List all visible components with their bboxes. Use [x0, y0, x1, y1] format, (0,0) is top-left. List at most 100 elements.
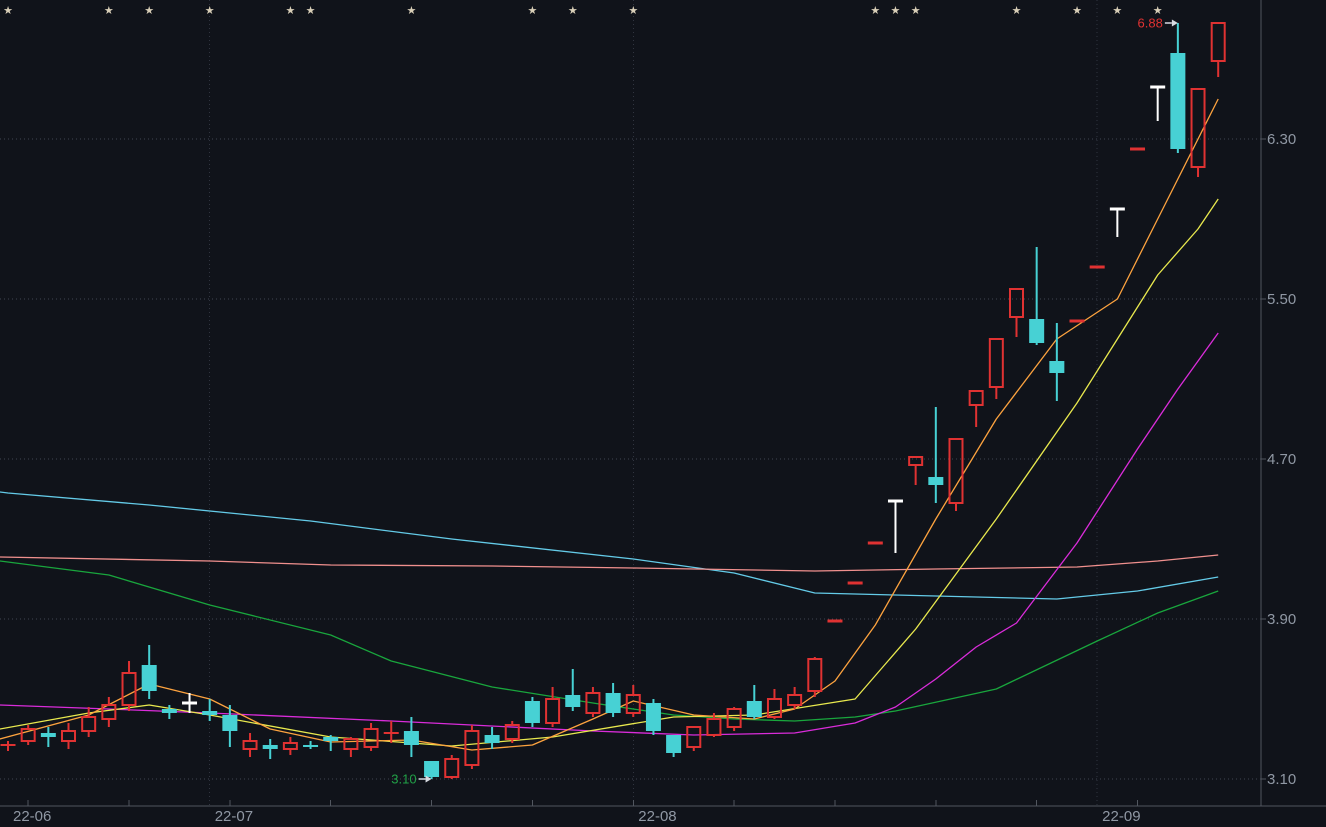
star-icon: ★ [911, 5, 921, 17]
star-icon: ★ [891, 5, 901, 17]
white-candle-body [1150, 85, 1166, 89]
star-icon: ★ [527, 5, 537, 17]
down-candle-body [141, 665, 157, 691]
y-axis-label: 6.30 [1267, 131, 1296, 148]
star-icon: ★ [205, 5, 215, 17]
up-candle-body [343, 738, 359, 750]
limit-board-candle [1089, 265, 1105, 269]
star-icon: ★ [144, 5, 154, 17]
star-icon: ★ [1112, 5, 1122, 17]
star-icon: ★ [568, 5, 578, 17]
up-candle-body [585, 692, 601, 714]
x-axis-month-label: 22-08 [638, 808, 676, 825]
up-candle-body [1009, 288, 1024, 318]
star-icon: ★ [306, 5, 316, 17]
down-candle-body [403, 731, 419, 745]
down-candle-body [1029, 319, 1045, 343]
up-candle-body [766, 698, 782, 718]
limit-board-candle [867, 541, 883, 545]
ma-line-green [0, 560, 1219, 722]
white-candle-body [887, 499, 903, 503]
arrow-right-icon [1171, 19, 1178, 27]
star-icon: ★ [1072, 5, 1082, 17]
down-candle-body [202, 711, 218, 715]
down-candle-body [161, 709, 177, 713]
up-candle-body [948, 438, 964, 504]
up-candle-body [282, 742, 298, 750]
down-candle-body [40, 733, 56, 737]
limit-board-candle [1130, 147, 1146, 151]
down-candle-body [666, 735, 682, 753]
down-candle-body [484, 735, 500, 743]
up-candle-body [504, 724, 520, 740]
y-axis-label: 5.50 [1267, 291, 1296, 308]
arrow-right-icon [425, 775, 432, 783]
limit-board-candle [827, 619, 843, 623]
price-annotation-label: 6.88 [1138, 16, 1163, 31]
star-icon: ★ [285, 5, 295, 17]
down-candle-body [605, 693, 621, 713]
up-candle-body [0, 744, 16, 746]
up-candle-body [20, 728, 36, 742]
up-candle-body [242, 740, 258, 750]
up-candle-body [61, 730, 77, 742]
star-icon: ★ [1153, 5, 1163, 17]
x-axis-month-label: 22-07 [215, 808, 253, 825]
star-icon: ★ [870, 5, 880, 17]
y-axis-label: 3.90 [1267, 611, 1296, 628]
down-candle-body [323, 737, 339, 741]
up-candle-body [706, 718, 722, 736]
white-candle-body [1109, 207, 1125, 211]
ma-line-orange [0, 98, 1219, 751]
up-candle-body [81, 716, 97, 732]
ma-line-salmon [0, 554, 1219, 572]
up-candle-body [1190, 88, 1206, 168]
up-candle-body [545, 698, 561, 724]
limit-board-candle [847, 581, 863, 585]
limit-board-candle [1069, 319, 1085, 323]
up-candle-body [464, 730, 480, 766]
star-icon: ★ [628, 5, 638, 17]
up-candle-body [383, 732, 399, 734]
x-axis-month-label: 22-06 [13, 808, 51, 825]
down-candle-body [928, 477, 944, 485]
y-axis-label: 4.70 [1267, 451, 1296, 468]
up-candle-body [121, 672, 137, 706]
down-candle-body [303, 745, 319, 747]
star-icon: ★ [406, 5, 416, 17]
white-candle-body [182, 701, 198, 705]
price-annotation-label: 3.10 [391, 772, 416, 787]
up-candle-body [787, 694, 803, 706]
up-candle-body [363, 728, 379, 748]
up-candle-body [988, 338, 1004, 388]
up-candle-body [968, 390, 984, 406]
down-candle-body [424, 761, 440, 777]
down-candle-body [222, 715, 238, 731]
down-candle-body [645, 703, 661, 731]
up-candle-body [908, 456, 924, 466]
ma-line-magenta [0, 332, 1219, 736]
up-candle-body [726, 708, 742, 728]
x-axis-month-label: 22-09 [1102, 808, 1140, 825]
up-candle-body [101, 704, 117, 720]
down-candle-body [565, 695, 581, 707]
star-icon: ★ [1012, 5, 1022, 17]
ma-line-lightcyan [0, 491, 1219, 600]
y-axis-label: 3.10 [1267, 771, 1296, 788]
down-candle-body [746, 701, 762, 717]
down-candle-body [524, 701, 540, 723]
up-candle-body [1210, 22, 1226, 62]
down-candle-body [262, 745, 278, 749]
up-candle-body [625, 694, 641, 714]
up-candle-body [444, 758, 460, 778]
up-candle-body [807, 658, 823, 692]
down-candle-body [1170, 53, 1186, 149]
star-icon: ★ [3, 5, 13, 17]
up-candle-body [686, 726, 702, 748]
down-candle-body [1049, 361, 1065, 373]
star-icon: ★ [104, 5, 114, 17]
